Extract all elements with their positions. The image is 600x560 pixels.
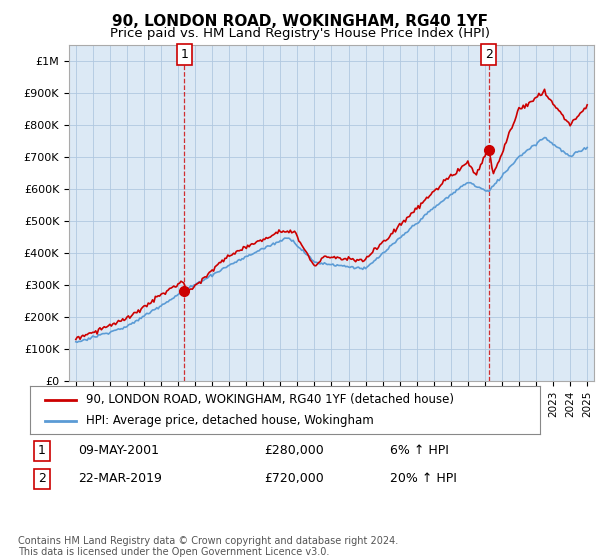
Text: £720,000: £720,000	[264, 472, 324, 486]
Text: 90, LONDON ROAD, WOKINGHAM, RG40 1YF (detached house): 90, LONDON ROAD, WOKINGHAM, RG40 1YF (de…	[86, 393, 454, 406]
Text: 90, LONDON ROAD, WOKINGHAM, RG40 1YF: 90, LONDON ROAD, WOKINGHAM, RG40 1YF	[112, 14, 488, 29]
Text: 6% ↑ HPI: 6% ↑ HPI	[390, 444, 449, 458]
Text: £280,000: £280,000	[264, 444, 324, 458]
Text: 22-MAR-2019: 22-MAR-2019	[78, 472, 162, 486]
Text: HPI: Average price, detached house, Wokingham: HPI: Average price, detached house, Woki…	[86, 414, 374, 427]
Text: Price paid vs. HM Land Registry's House Price Index (HPI): Price paid vs. HM Land Registry's House …	[110, 27, 490, 40]
Text: 2: 2	[485, 48, 493, 61]
Text: 2: 2	[38, 472, 46, 486]
Text: Contains HM Land Registry data © Crown copyright and database right 2024.
This d: Contains HM Land Registry data © Crown c…	[18, 535, 398, 557]
Text: 09-MAY-2001: 09-MAY-2001	[78, 444, 159, 458]
Text: 1: 1	[38, 444, 46, 458]
Text: 20% ↑ HPI: 20% ↑ HPI	[390, 472, 457, 486]
Text: 1: 1	[180, 48, 188, 61]
